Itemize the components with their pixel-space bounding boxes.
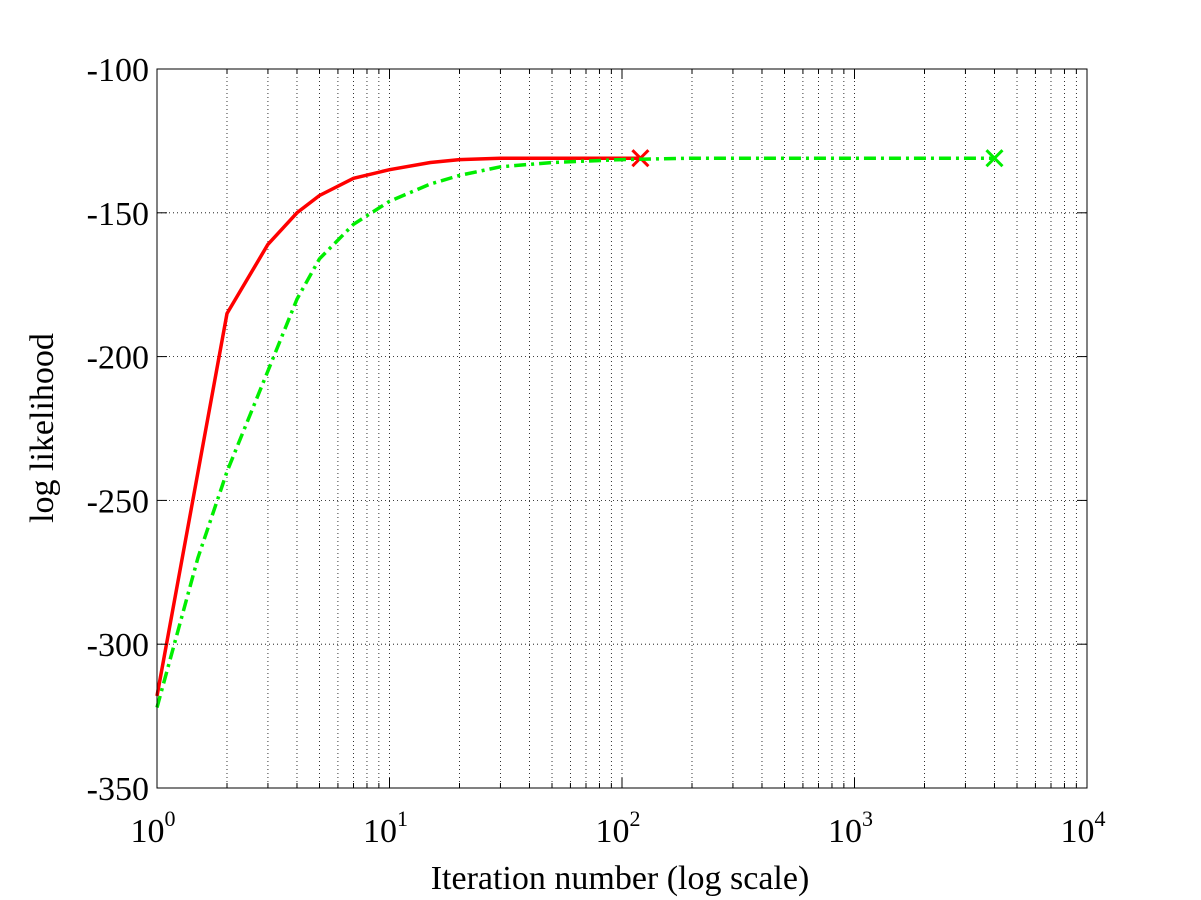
x-tick-label-exponent: 4	[1095, 806, 1106, 831]
x-tick-labels: 100 101 102 103 104	[131, 806, 1106, 850]
y-tick-label: -100	[87, 52, 149, 89]
y-tick-labels: -100 -150 -200 -250 -300 -350	[87, 52, 149, 808]
x-tick-label-base: 10	[1061, 813, 1095, 850]
plot-area	[157, 69, 1087, 788]
y-tick-label: -150	[87, 196, 149, 233]
series-line-1	[155, 156, 641, 697]
x-tick-label: 102	[596, 806, 641, 850]
series-line-2	[155, 156, 995, 708]
x-tick-label: 100	[131, 806, 176, 850]
series-end-marker-2	[985, 149, 1004, 168]
x-tick-label-exponent: 1	[397, 806, 408, 831]
series-layer	[155, 149, 1004, 708]
x-tick-label: 104	[1061, 806, 1106, 850]
ticks	[157, 68, 1087, 789]
y-tick-label: -250	[87, 483, 149, 520]
y-tick-label: -200	[87, 340, 149, 377]
y-tick-label: -350	[87, 771, 149, 808]
y-axis-title: log likelihood	[24, 333, 61, 523]
x-tick-label: 103	[828, 806, 873, 850]
x-tick-label-base: 10	[596, 813, 630, 850]
grid	[157, 69, 1087, 788]
x-tick-label-base: 10	[363, 813, 397, 850]
x-axis-title: Iteration number (log scale)	[431, 860, 810, 897]
x-tick-label-base: 10	[131, 813, 165, 850]
x-tick-label-exponent: 3	[862, 806, 873, 831]
x-tick-label: 101	[363, 806, 408, 850]
x-tick-label-base: 10	[828, 813, 862, 850]
y-tick-label: -300	[87, 627, 149, 664]
x-tick-label-exponent: 2	[630, 806, 641, 831]
x-tick-label-exponent: 0	[165, 806, 176, 831]
